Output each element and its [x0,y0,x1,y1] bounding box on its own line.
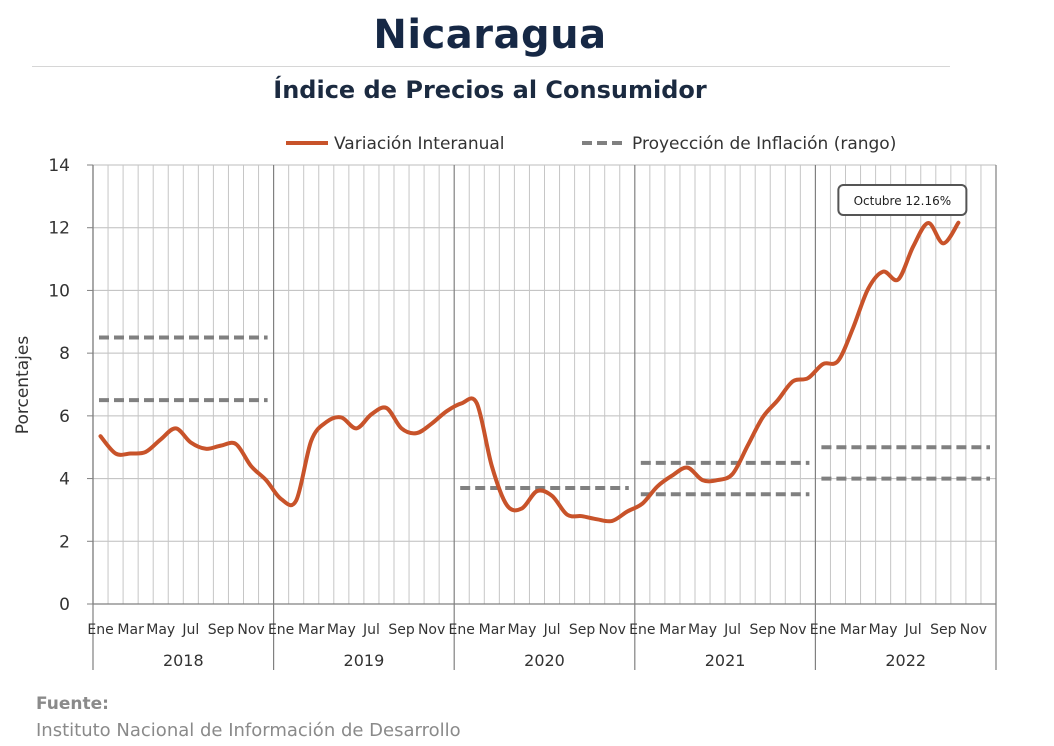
projection-lines [99,335,990,497]
x-month-label: Nov [779,622,806,638]
x-year-label: 2022 [885,651,926,670]
page-title: Nicaragua [373,12,607,58]
y-tick-label: 0 [59,595,70,615]
source-text: Instituto Nacional de Información de Des… [36,720,461,741]
series-lines [98,220,961,524]
x-month-label: Mar [840,622,867,638]
x-month-label: Mar [298,622,325,638]
legend-label-variacion: Variación Interanual [334,134,505,154]
y-tick-label: 6 [59,407,70,427]
x-month-label: Ene [449,622,475,638]
x-month-label: May [507,622,536,638]
x-month-label: Mar [479,622,506,638]
annotation: Octubre 12.16% [837,184,968,216]
x-month-label: May [688,622,717,638]
x-month-label: Ene [629,622,655,638]
x-month-label: Nov [237,622,264,638]
y-axis-label: Porcentajes [13,336,33,435]
x-month-label: Jul [181,622,199,638]
x-month-label: Jul [723,622,741,638]
x-month-label: Jul [362,622,380,638]
x-month-label: Ene [87,622,113,638]
x-month-label: May [327,622,356,638]
x-month-label: Nov [960,622,987,638]
source-label: Fuente: [36,694,109,714]
x-year-label: 2020 [524,651,565,670]
x-month-label: Mar [117,622,144,638]
title-divider [32,66,950,67]
grid [93,164,996,604]
x-year-label: 2019 [344,651,385,670]
x-month-label: Sep [388,622,415,638]
x-month-label: Ene [268,622,294,638]
x-month-label: Nov [418,622,445,638]
y-tick-label: 12 [48,219,70,239]
legend: Variación Interanual Proyección de Infla… [286,134,896,154]
x-month-label: Sep [930,622,957,638]
x-month-label: May [869,622,898,638]
chart-subtitle: Índice de Precios al Consumidor [273,76,707,104]
x-year-label: 2021 [705,651,746,670]
y-tick-label: 4 [59,470,70,490]
x-month-label: Jul [904,622,922,638]
x-month-label: Sep [569,622,596,638]
x-month-label: Ene [810,622,836,638]
x-month-label: May [146,622,175,638]
x-month-label: Sep [750,622,777,638]
y-tick-label: 10 [48,281,70,301]
x-month-label: Nov [599,622,626,638]
series-line-variacion-interanual [98,220,961,524]
annotation-box [837,184,968,216]
x-month-label: Sep [208,622,235,638]
annotation-label: Octubre 12.16% [854,194,952,208]
y-tick-label: 14 [48,156,70,176]
y-tick-label: 2 [59,532,70,552]
legend-label-proyeccion: Proyección de Inflación (rango) [632,134,896,154]
y-tick-label: 8 [59,344,70,364]
x-month-label: Mar [659,622,686,638]
x-year-label: 2018 [163,651,204,670]
x-month-label: Jul [543,622,561,638]
